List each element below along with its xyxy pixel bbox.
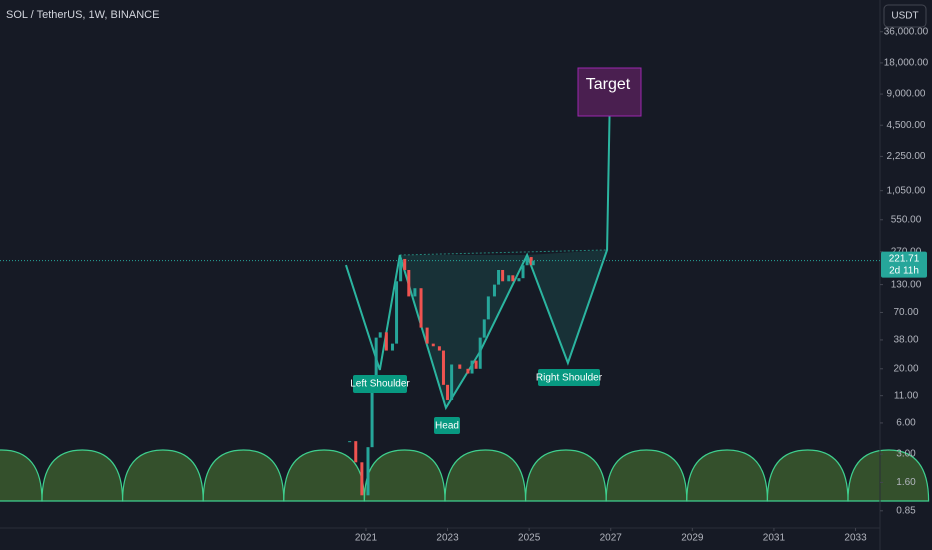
candle bbox=[492, 284, 496, 297]
y-tick-label: 550.00 bbox=[891, 214, 922, 225]
annotation: Left Shoulder bbox=[350, 379, 410, 390]
cycle-arcs bbox=[0, 449, 930, 502]
candle bbox=[482, 319, 486, 338]
y-tick-label: 18,000.00 bbox=[884, 58, 929, 69]
cycle-arc bbox=[524, 449, 607, 502]
candle bbox=[525, 257, 529, 266]
candle bbox=[486, 296, 490, 320]
candle bbox=[403, 258, 407, 270]
y-tick-label: 9,000.00 bbox=[887, 89, 926, 100]
candle bbox=[384, 332, 388, 351]
chart-title: SOL / TetherUS, 1W, BINANCE bbox=[6, 9, 159, 21]
y-tick-label: 1.60 bbox=[896, 477, 916, 488]
cycle-arc bbox=[444, 449, 527, 502]
annotation-box bbox=[353, 375, 407, 393]
candle bbox=[501, 269, 505, 282]
candle bbox=[437, 346, 441, 351]
y-tick-label: 3.00 bbox=[896, 449, 916, 460]
y-tick-label: 70.00 bbox=[893, 307, 918, 318]
cycle-arc bbox=[766, 449, 849, 502]
candle bbox=[425, 327, 429, 344]
y-tick-label: 20.00 bbox=[893, 363, 918, 374]
candle bbox=[441, 350, 445, 385]
candle bbox=[366, 447, 370, 496]
candle bbox=[517, 278, 521, 282]
candle bbox=[474, 360, 478, 369]
candle bbox=[354, 441, 358, 463]
y-tick-label: 38.00 bbox=[893, 335, 918, 346]
cycle-arc bbox=[605, 449, 688, 502]
x-tick-label: 2025 bbox=[518, 533, 541, 544]
candle bbox=[446, 384, 450, 400]
candle bbox=[450, 364, 454, 400]
y-tick-label: 4,500.00 bbox=[887, 120, 926, 131]
candle bbox=[360, 462, 364, 496]
last-price: 221.71 bbox=[889, 253, 920, 264]
candle bbox=[378, 332, 382, 338]
x-tick-label: 2031 bbox=[763, 533, 786, 544]
candle bbox=[374, 337, 378, 382]
annotation: Head bbox=[435, 421, 459, 432]
candle bbox=[511, 275, 515, 282]
pattern-fill bbox=[527, 249, 608, 363]
candle bbox=[431, 343, 435, 347]
x-tick-label: 2027 bbox=[600, 533, 623, 544]
cycle-arc bbox=[847, 449, 930, 502]
countdown: 2d 11h bbox=[889, 265, 919, 276]
cycle-arc bbox=[121, 449, 204, 502]
currency-button[interactable] bbox=[883, 4, 927, 28]
annotation-box bbox=[538, 369, 600, 386]
x-tick-label: 2021 bbox=[355, 533, 378, 544]
annotation: Target bbox=[586, 76, 631, 93]
plot bbox=[0, 95, 880, 496]
last-price-box bbox=[881, 251, 927, 278]
y-tick-label: 36,000.00 bbox=[884, 26, 929, 37]
y-tick-label: 1,050.00 bbox=[887, 185, 926, 196]
candle bbox=[348, 441, 352, 443]
cycle-arc bbox=[686, 449, 769, 502]
cycle-arc bbox=[202, 449, 285, 502]
candle bbox=[413, 288, 417, 297]
candle bbox=[521, 265, 525, 279]
candle bbox=[497, 269, 501, 285]
annotation: Right Shoulder bbox=[536, 373, 603, 384]
x-tick-label: 2029 bbox=[681, 533, 704, 544]
y-tick-label: 6.00 bbox=[896, 418, 916, 429]
candle bbox=[478, 337, 482, 369]
y-tick-label: 0.85 bbox=[896, 505, 916, 516]
cycle-arc bbox=[41, 449, 124, 502]
candle bbox=[407, 269, 411, 297]
candle bbox=[466, 368, 470, 374]
candle bbox=[529, 257, 533, 266]
candle bbox=[531, 260, 535, 266]
candle bbox=[395, 281, 399, 344]
candle bbox=[370, 381, 374, 448]
candle bbox=[470, 360, 474, 374]
neckline bbox=[399, 249, 608, 256]
cycle-arc bbox=[0, 449, 43, 502]
y-tick-label: 11.00 bbox=[894, 390, 919, 401]
y-tick-label: 130.00 bbox=[891, 279, 922, 290]
x-tick-label: 2023 bbox=[436, 533, 459, 544]
candle bbox=[390, 343, 394, 351]
candle bbox=[458, 364, 462, 369]
candle bbox=[419, 288, 423, 328]
candle bbox=[507, 275, 511, 282]
y-tick-label: 2,250.00 bbox=[887, 151, 926, 162]
currency[interactable]: USDT bbox=[891, 11, 918, 22]
annotation-box bbox=[434, 417, 460, 434]
candle bbox=[399, 258, 403, 282]
x-tick-label: 2033 bbox=[844, 533, 867, 544]
target-box bbox=[577, 67, 642, 117]
